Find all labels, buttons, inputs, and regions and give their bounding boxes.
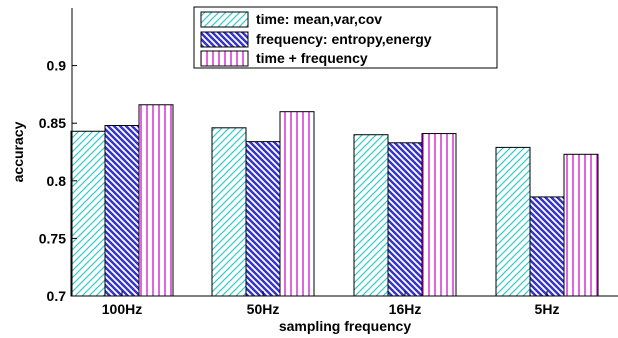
x-tick-label: 100Hz [102,301,142,317]
legend: time: mean,var,cov frequency: entropy,ene… [193,6,498,69]
bar-16hz-series-1 [387,142,423,297]
bar-100hz-series-2 [138,104,174,297]
y-ticks-group: 0.7 0.75 0.8 0.85 0.9 [39,58,77,304]
axes-group [71,8,618,297]
x-axis-title: sampling frequency [279,318,411,334]
legend-label-2: time + frequency [256,50,368,66]
x-tick-label: 5Hz [535,301,560,317]
bar-5hz-series-2 [563,153,599,297]
bar-5hz-series-0 [495,146,531,297]
legend-label-0: time: mean,var,cov [256,11,382,27]
bar-50hz-series-2 [279,111,315,297]
bar-5hz-series-1 [529,196,565,297]
y-tick-label: 0.8 [47,173,67,189]
legend-swatch-2 [200,50,249,67]
bar-50hz-series-0 [211,127,247,297]
bar-16hz-series-0 [353,134,389,297]
bar-100hz-series-1 [104,125,140,297]
bars-group [70,104,599,297]
y-tick-label: 0.7 [47,288,67,304]
legend-swatch-0 [200,11,249,28]
y-tick-label: 0.75 [39,230,66,246]
legend-label-1: frequency: entropy,energy [256,31,432,47]
x-tick-label: 50Hz [247,301,280,317]
y-tick-label: 0.9 [47,58,67,74]
bar-16hz-series-2 [421,133,457,297]
bar-100hz-series-0 [70,130,106,297]
legend-swatch-1 [200,31,249,48]
x-ticks-group: 100Hz 50Hz 16Hz 5Hz [102,291,560,317]
y-tick-label: 0.85 [39,115,66,131]
bar-50hz-series-1 [245,141,281,297]
y-axis-title: accuracy [10,121,26,182]
x-tick-label: 16Hz [389,301,422,317]
